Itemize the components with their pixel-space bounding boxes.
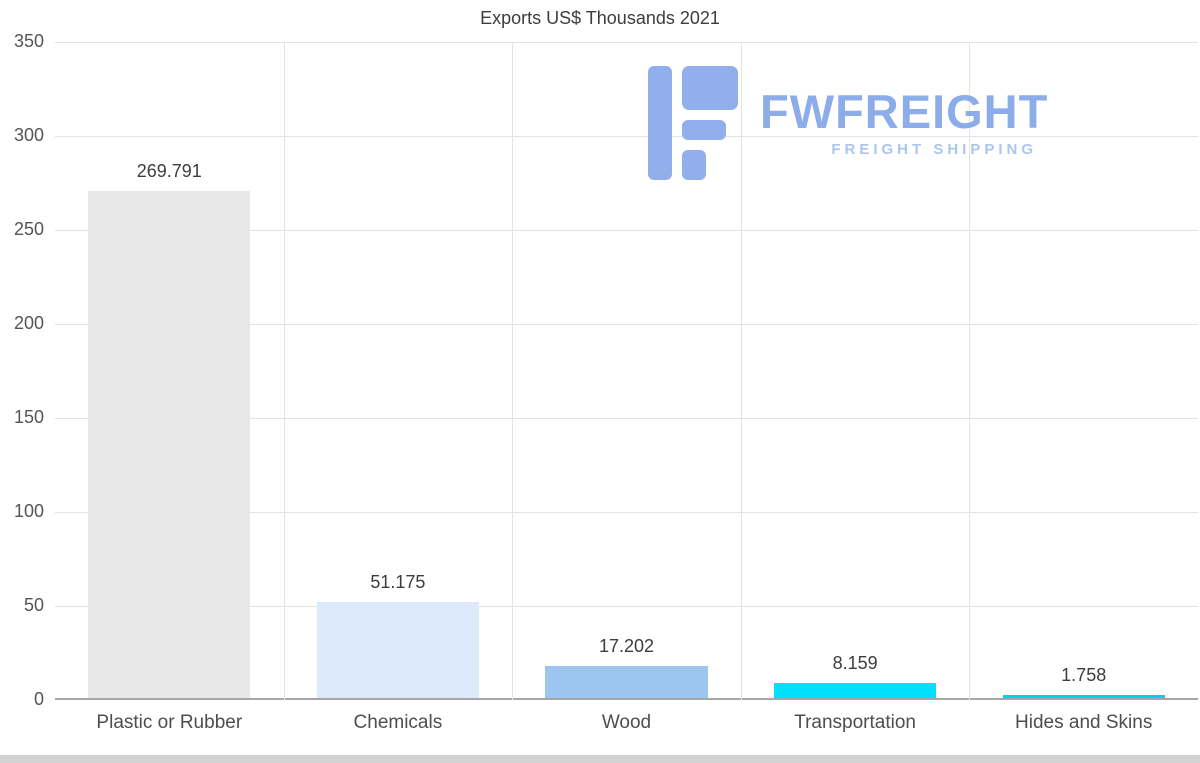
chart-title: Exports US$ Thousands 2021 <box>480 8 720 28</box>
value-label-hides-and-skins: 1.758 <box>1061 664 1107 685</box>
y-tick-label-100: 100 <box>13 501 44 521</box>
x-label-chemicals: Chemicals <box>353 712 443 733</box>
fwfreight-logo-icon <box>648 66 738 180</box>
gridline-y-100 <box>55 512 1198 513</box>
gridline-y-200 <box>55 324 1198 325</box>
plot-area: 269.791 51.175 17.202 8.159 1.758 <box>55 42 1198 700</box>
value-label-chemicals: 51.175 <box>370 571 426 592</box>
value-label-wood: 17.202 <box>598 635 655 656</box>
brand-name: FWFREIGHT <box>760 85 1049 138</box>
y-tick-label-250: 250 <box>13 219 44 239</box>
gridline-y-300 <box>55 136 1198 137</box>
vgridline-1 <box>283 42 285 700</box>
horizontal-scrollbar[interactable] <box>0 755 1200 763</box>
brand-watermark: FWFREIGHT FREIGHT SHIPPING <box>648 66 1048 180</box>
x-label-transportation: Transportation <box>794 712 916 733</box>
horizontal-scrollbar-thumb[interactable] <box>0 755 1200 763</box>
y-tick-label-0: 0 <box>33 689 44 709</box>
y-tick-label-300: 300 <box>13 125 44 145</box>
value-label-plastic-or-rubber: 269.791 <box>136 160 202 181</box>
value-label-transportation: 8.159 <box>832 652 878 673</box>
brand-text-block: FWFREIGHT FREIGHT SHIPPING <box>760 88 1048 158</box>
y-tick-label-50: 50 <box>23 595 44 615</box>
gridline-y-150 <box>55 418 1198 419</box>
gridline-y-50 <box>55 606 1198 607</box>
bar-hides-and-skins[interactable] <box>1002 694 1165 698</box>
bar-chemicals[interactable] <box>316 601 480 698</box>
y-tick-label-350: 350 <box>13 31 44 51</box>
gridline-y-350 <box>55 42 1198 43</box>
gridline-y-250 <box>55 230 1198 231</box>
vgridline-4 <box>969 42 971 700</box>
y-tick-label-200: 200 <box>13 313 44 333</box>
bar-wood[interactable] <box>545 665 708 698</box>
bar-plastic-or-rubber[interactable] <box>88 190 251 698</box>
brand-tagline: FREIGHT SHIPPING <box>831 141 1038 158</box>
vgridline-3 <box>740 42 742 700</box>
vgridline-2 <box>512 42 514 700</box>
x-label-wood: Wood <box>601 712 652 733</box>
x-label-plastic-or-rubber: Plastic or Rubber <box>96 712 243 733</box>
x-axis-line <box>55 698 1198 700</box>
bar-transportation[interactable] <box>773 682 937 698</box>
y-tick-label-150: 150 <box>13 407 44 427</box>
x-label-hides-and-skins: Hides and Skins <box>1015 712 1153 733</box>
